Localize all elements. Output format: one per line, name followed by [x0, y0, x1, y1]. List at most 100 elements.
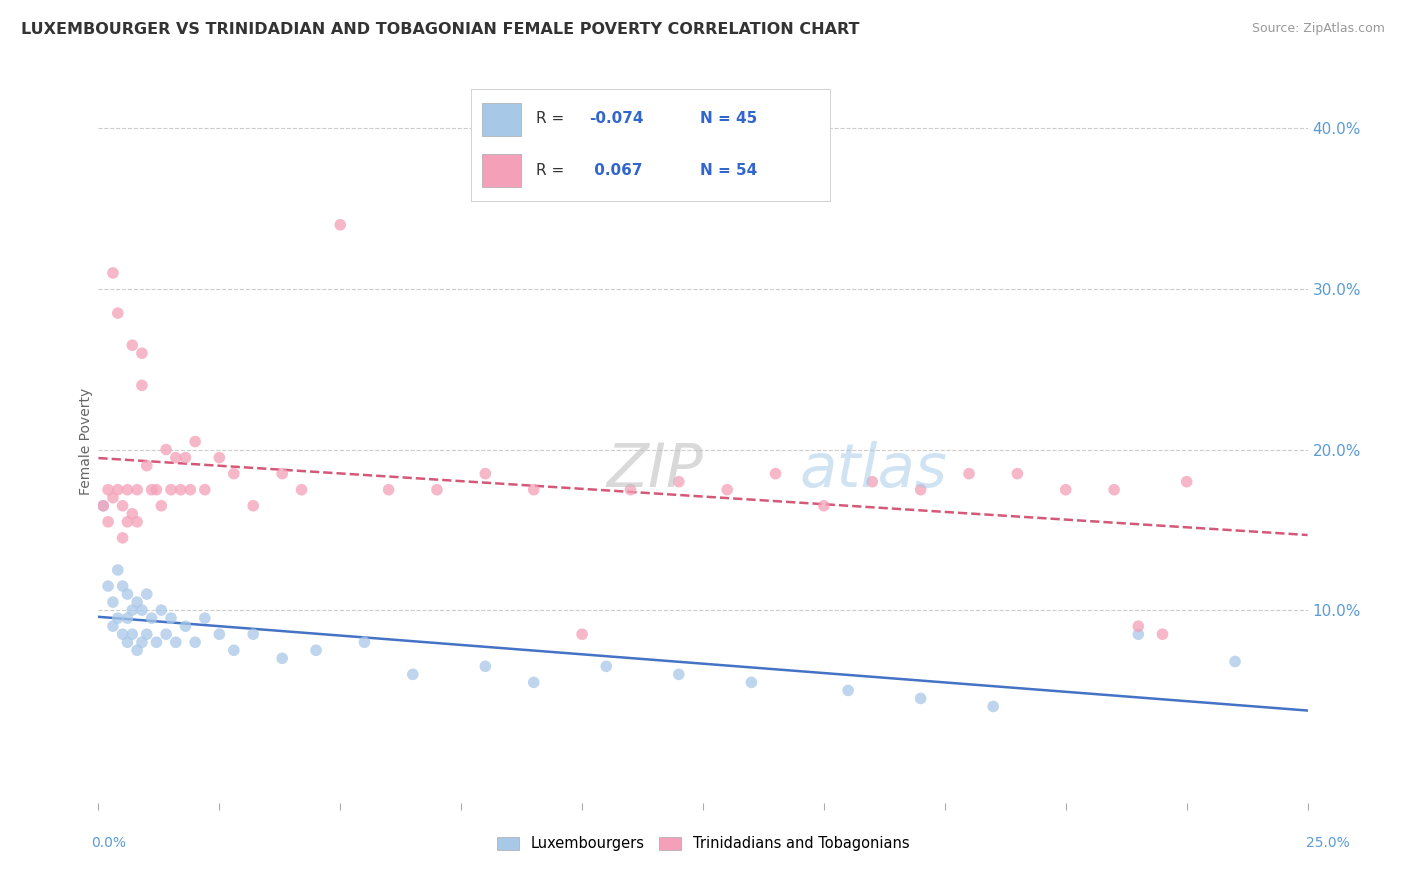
Point [910, 691, 932, 706]
Text: atlas: atlas [800, 441, 948, 500]
Point [121, 507, 143, 521]
Legend: Luxembourgers, Trinidadians and Tobagonians: Luxembourgers, Trinidadians and Tobagoni… [491, 830, 915, 857]
Point [619, 483, 641, 497]
Point [1128, 619, 1150, 633]
Point [135, 627, 157, 641]
Point [194, 611, 217, 625]
Point [271, 651, 294, 665]
Point [1223, 655, 1246, 669]
Point [150, 499, 173, 513]
Point [111, 627, 134, 641]
Point [155, 627, 177, 641]
Point [117, 483, 139, 497]
Point [353, 635, 375, 649]
FancyBboxPatch shape [482, 103, 522, 136]
Point [194, 483, 217, 497]
Point [668, 667, 690, 681]
Point [1175, 475, 1198, 489]
Point [184, 434, 207, 449]
Text: LUXEMBOURGER VS TRINIDADIAN AND TOBAGONIAN FEMALE POVERTY CORRELATION CHART: LUXEMBOURGER VS TRINIDADIAN AND TOBAGONI… [21, 22, 859, 37]
FancyBboxPatch shape [482, 153, 522, 187]
Point [127, 643, 149, 657]
Point [131, 603, 153, 617]
Point [165, 635, 187, 649]
Point [242, 627, 264, 641]
Point [668, 475, 690, 489]
Point [402, 667, 425, 681]
Point [117, 587, 139, 601]
Text: N = 54: N = 54 [700, 162, 758, 178]
Point [290, 483, 312, 497]
Point [150, 603, 173, 617]
Point [860, 475, 883, 489]
Point [127, 483, 149, 497]
Y-axis label: Female Poverty: Female Poverty [79, 388, 93, 495]
Point [474, 467, 496, 481]
Point [981, 699, 1004, 714]
Text: R =: R = [536, 112, 568, 127]
Text: 0.067: 0.067 [589, 162, 643, 178]
Point [117, 611, 139, 625]
Text: R =: R = [536, 162, 568, 178]
Point [131, 378, 153, 392]
Point [145, 635, 167, 649]
Point [97, 483, 120, 497]
Point [111, 531, 134, 545]
Point [107, 306, 129, 320]
Point [127, 515, 149, 529]
Point [91, 499, 114, 513]
Point [101, 491, 124, 505]
Point [1007, 467, 1029, 481]
Point [107, 563, 129, 577]
Point [329, 218, 352, 232]
Point [813, 499, 835, 513]
Point [135, 587, 157, 601]
Point [141, 611, 163, 625]
Point [169, 483, 191, 497]
Point [242, 499, 264, 513]
Text: -0.074: -0.074 [589, 112, 644, 127]
Point [305, 643, 328, 657]
Point [141, 483, 163, 497]
Point [222, 467, 245, 481]
Point [222, 643, 245, 657]
Point [131, 346, 153, 360]
Point [121, 627, 143, 641]
Point [595, 659, 617, 673]
Point [111, 499, 134, 513]
Point [131, 635, 153, 649]
Point [957, 467, 980, 481]
Point [1102, 483, 1125, 497]
Text: 0.0%: 0.0% [91, 836, 127, 850]
Point [135, 458, 157, 473]
Point [174, 619, 197, 633]
Point [101, 266, 124, 280]
Point [174, 450, 197, 465]
Point [271, 467, 294, 481]
Text: ZIP: ZIP [606, 441, 703, 500]
Point [765, 467, 787, 481]
Point [107, 611, 129, 625]
Point [160, 483, 183, 497]
Point [155, 442, 177, 457]
Point [426, 483, 449, 497]
Point [121, 338, 143, 352]
Point [97, 515, 120, 529]
Text: 25.0%: 25.0% [1306, 836, 1350, 850]
Point [145, 483, 167, 497]
Point [184, 635, 207, 649]
Point [101, 595, 124, 609]
Point [91, 499, 114, 513]
Point [101, 619, 124, 633]
Point [837, 683, 859, 698]
Point [571, 627, 593, 641]
Point [107, 483, 129, 497]
Point [740, 675, 762, 690]
Point [1054, 483, 1077, 497]
Point [127, 595, 149, 609]
Point [523, 675, 546, 690]
Point [474, 659, 496, 673]
Text: N = 45: N = 45 [700, 112, 758, 127]
Text: Source: ZipAtlas.com: Source: ZipAtlas.com [1251, 22, 1385, 36]
Point [117, 635, 139, 649]
